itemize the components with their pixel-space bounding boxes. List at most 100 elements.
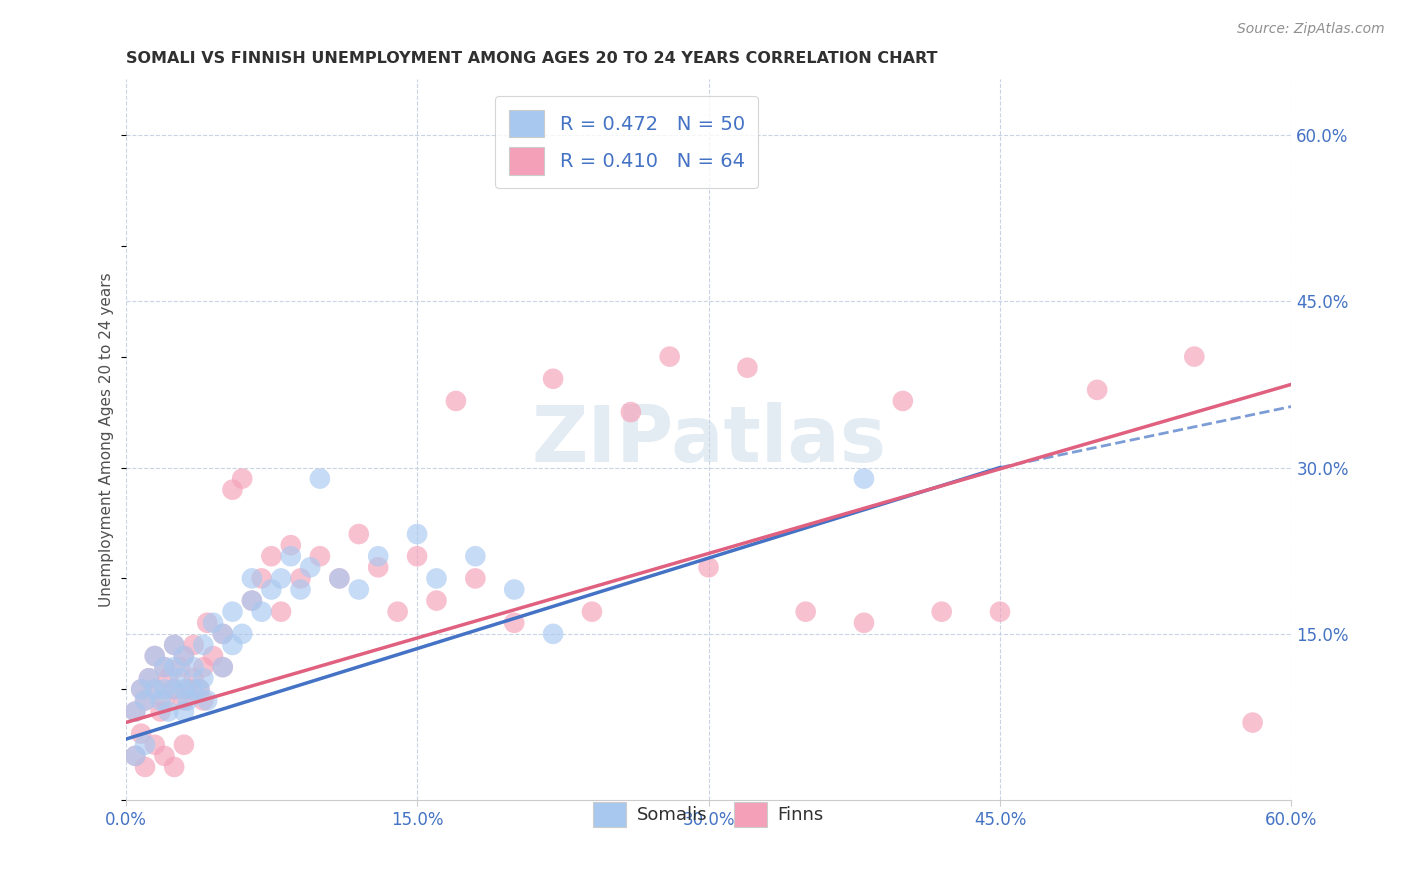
- Point: [299, 560, 322, 574]
- Point: [347, 527, 370, 541]
- Point: [240, 571, 263, 585]
- Point: [250, 605, 273, 619]
- Point: [143, 648, 166, 663]
- Point: [367, 560, 389, 574]
- Point: [193, 638, 215, 652]
- Point: [309, 472, 332, 486]
- Point: [124, 748, 146, 763]
- Point: [211, 627, 233, 641]
- Point: [221, 638, 243, 652]
- Point: [163, 638, 186, 652]
- Point: [347, 582, 370, 597]
- Point: [891, 394, 914, 409]
- Text: SOMALI VS FINNISH UNEMPLOYMENT AMONG AGES 20 TO 24 YEARS CORRELATION CHART: SOMALI VS FINNISH UNEMPLOYMENT AMONG AGE…: [125, 51, 938, 66]
- Point: [211, 627, 233, 641]
- Point: [464, 549, 486, 564]
- Point: [143, 738, 166, 752]
- Point: [163, 638, 186, 652]
- Point: [260, 582, 283, 597]
- Point: [852, 615, 875, 630]
- Point: [221, 605, 243, 619]
- Point: [188, 682, 211, 697]
- Point: [134, 693, 156, 707]
- Point: [143, 682, 166, 697]
- Point: [173, 648, 195, 663]
- Point: [143, 682, 166, 697]
- Point: [193, 693, 215, 707]
- Point: [581, 605, 603, 619]
- Point: [852, 472, 875, 486]
- Point: [134, 693, 156, 707]
- Point: [129, 682, 152, 697]
- Point: [193, 671, 215, 685]
- Point: [183, 660, 205, 674]
- Point: [134, 738, 156, 752]
- Point: [503, 582, 526, 597]
- Point: [183, 638, 205, 652]
- Point: [406, 549, 429, 564]
- Point: [195, 615, 218, 630]
- Point: [387, 605, 409, 619]
- Point: [153, 682, 176, 697]
- Point: [1241, 715, 1264, 730]
- Point: [240, 593, 263, 607]
- Point: [138, 671, 160, 685]
- Point: [138, 671, 160, 685]
- Point: [541, 627, 564, 641]
- Point: [697, 560, 720, 574]
- Point: [1182, 350, 1205, 364]
- Point: [183, 682, 205, 697]
- Point: [153, 748, 176, 763]
- Point: [153, 660, 176, 674]
- Point: [183, 671, 205, 685]
- Point: [177, 682, 200, 697]
- Point: [280, 549, 302, 564]
- Point: [240, 593, 263, 607]
- Point: [129, 727, 152, 741]
- Point: [290, 571, 312, 585]
- Point: [188, 682, 211, 697]
- Point: [367, 549, 389, 564]
- Point: [231, 627, 253, 641]
- Point: [173, 738, 195, 752]
- Point: [163, 682, 186, 697]
- Point: [169, 660, 191, 674]
- Point: [503, 615, 526, 630]
- Point: [406, 527, 429, 541]
- Point: [425, 571, 447, 585]
- Point: [163, 660, 186, 674]
- Point: [169, 671, 191, 685]
- Point: [202, 615, 225, 630]
- Point: [211, 660, 233, 674]
- Point: [425, 593, 447, 607]
- Point: [620, 405, 643, 419]
- Point: [737, 360, 759, 375]
- Point: [270, 605, 292, 619]
- Point: [1085, 383, 1108, 397]
- Point: [173, 705, 195, 719]
- Point: [149, 693, 172, 707]
- Point: [658, 350, 681, 364]
- Point: [290, 582, 312, 597]
- Point: [173, 648, 195, 663]
- Point: [250, 571, 273, 585]
- Point: [173, 682, 195, 697]
- Point: [231, 472, 253, 486]
- Legend: Somalis, Finns: Somalis, Finns: [586, 795, 831, 834]
- Point: [221, 483, 243, 497]
- Point: [153, 693, 176, 707]
- Point: [163, 760, 186, 774]
- Y-axis label: Unemployment Among Ages 20 to 24 years: Unemployment Among Ages 20 to 24 years: [100, 272, 114, 607]
- Point: [134, 760, 156, 774]
- Point: [173, 693, 195, 707]
- Point: [794, 605, 817, 619]
- Text: ZIPatlas: ZIPatlas: [531, 401, 886, 478]
- Point: [541, 372, 564, 386]
- Point: [280, 538, 302, 552]
- Point: [157, 671, 180, 685]
- Point: [177, 693, 200, 707]
- Point: [124, 705, 146, 719]
- Point: [149, 705, 172, 719]
- Point: [464, 571, 486, 585]
- Point: [328, 571, 350, 585]
